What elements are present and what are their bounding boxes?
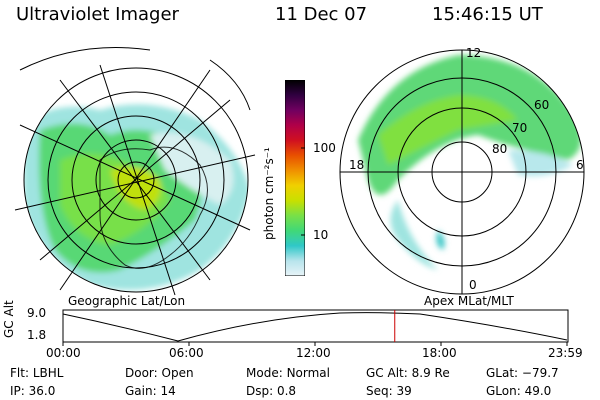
altitude-max-label: 9.0: [27, 306, 47, 320]
altitude-min-label: 1.8: [27, 328, 47, 342]
time-tick-1200: 12:00: [296, 346, 331, 360]
time-tick-0000: 00:00: [46, 346, 81, 360]
mlat-label-60: 60: [534, 98, 550, 112]
door-status: Door: Open: [125, 366, 194, 380]
lon-grid: [14, 64, 256, 296]
date-label: 11 Dec 07: [275, 4, 368, 25]
dsp-status: Dsp: 0.8: [246, 384, 297, 398]
gain-status: Gain: 14: [125, 384, 176, 398]
mlt-label-6: 6: [576, 158, 584, 172]
altitude-axis-label: GC Alt: [2, 300, 16, 338]
mlt-grid: [340, 50, 584, 294]
mlat-label-80: 80: [492, 142, 508, 156]
mlt-label-0: 0: [469, 278, 477, 292]
coastline: [99, 146, 208, 269]
glat-status: GLat: −79.7: [486, 366, 559, 380]
altitude-plot: [62, 309, 569, 346]
mlat-label-70: 70: [512, 121, 528, 135]
mlt-label-12: 12: [466, 46, 482, 60]
gc-alt-status: GC Alt: 8.9 Re: [366, 366, 450, 380]
time-tick-2359: 23:59: [548, 346, 583, 360]
instrument-title: Ultraviolet Imager: [16, 4, 179, 25]
time-label: 15:46:15 UT: [432, 4, 543, 25]
geographic-caption: Geographic Lat/Lon: [68, 294, 186, 308]
altitude-curve: [62, 312, 568, 342]
lat-grid: [23, 67, 249, 293]
aurora-image-magnetic: [340, 50, 584, 294]
colorbar-tick-100: 100: [313, 141, 336, 155]
ip-status: IP: 36.0: [10, 384, 56, 398]
geographic-map: [14, 47, 256, 296]
mode-status: Mode: Normal: [246, 366, 330, 380]
aurora-image-geographic: [24, 68, 248, 292]
magnetic-map: [339, 49, 585, 295]
time-tick-1800: 18:00: [422, 346, 457, 360]
seq-status: Seq: 39: [366, 384, 412, 398]
magnetic-caption: Apex MLat/MLT: [424, 294, 514, 308]
filter-status: Flt: LBHL: [10, 366, 64, 380]
colorbar-unit-label: photon cm⁻²s⁻¹: [262, 147, 276, 240]
colorbar-tick-10: 10: [313, 228, 329, 242]
colorbar: [284, 79, 306, 277]
mlt-label-18: 18: [349, 158, 365, 172]
time-tick-0600: 06:00: [169, 346, 204, 360]
glon-status: GLon: 49.0: [486, 384, 552, 398]
colorbar-gradient: [284, 79, 306, 277]
